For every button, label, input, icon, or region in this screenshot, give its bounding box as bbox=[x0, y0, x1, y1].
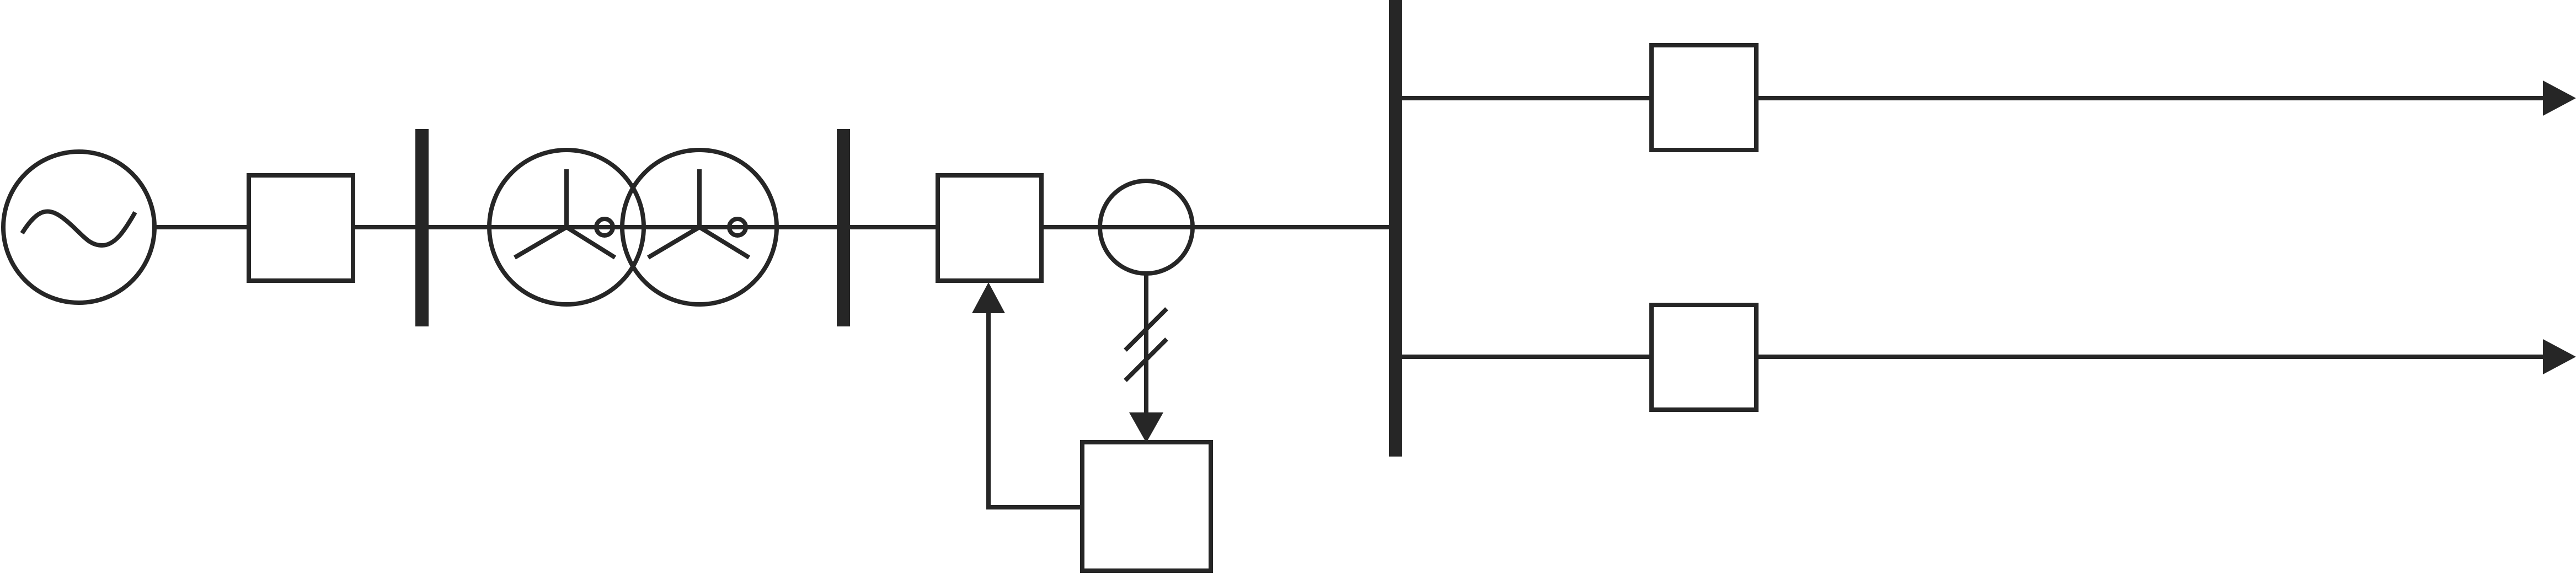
trip-signal-line bbox=[972, 282, 1082, 509]
outgoing-feeder-2 bbox=[1402, 303, 2576, 412]
arrow-right-icon bbox=[2543, 339, 2576, 374]
low-voltage-bus-bar bbox=[415, 129, 429, 326]
wye-grounded-winding-icon bbox=[646, 169, 751, 260]
arrow-right-icon bbox=[2543, 81, 2576, 116]
main-bus-bar bbox=[1389, 0, 1402, 457]
generator-symbol bbox=[1, 149, 157, 305]
protection-relay bbox=[1080, 440, 1213, 573]
sine-wave-icon bbox=[20, 209, 137, 248]
arrow-down-icon bbox=[1129, 412, 1163, 443]
feeder-2-circuit-breaker bbox=[1649, 303, 1759, 412]
feeder-1-circuit-breaker bbox=[1649, 43, 1759, 152]
step-up-transformer bbox=[487, 148, 779, 307]
arrow-up-icon bbox=[972, 282, 1005, 313]
line-circuit-breaker bbox=[936, 173, 1044, 283]
generator-circuit-breaker bbox=[247, 173, 355, 283]
wye-grounded-winding-icon bbox=[513, 169, 617, 260]
high-voltage-bus-bar bbox=[837, 129, 850, 326]
outgoing-feeder-1 bbox=[1402, 43, 2576, 152]
measurement-signal-line bbox=[1124, 273, 1168, 443]
